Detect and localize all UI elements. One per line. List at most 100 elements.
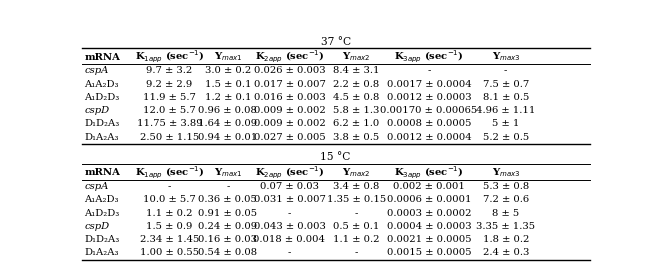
Text: 7.5 ± 0.7: 7.5 ± 0.7	[483, 80, 529, 89]
Text: 3.35 ± 1.35: 3.35 ± 1.35	[476, 222, 535, 231]
Text: 5.3 ± 0.8: 5.3 ± 0.8	[483, 182, 529, 191]
Text: Y$_{max2}$: Y$_{max2}$	[342, 51, 370, 63]
Text: 12.0 ± 5.7: 12.0 ± 5.7	[143, 106, 196, 115]
Text: 8.1 ± 0.5: 8.1 ± 0.5	[483, 93, 529, 102]
Text: 0.00170 ± 0.00065: 0.00170 ± 0.00065	[381, 106, 477, 115]
Text: cspD: cspD	[84, 106, 109, 115]
Text: Y$_{max3}$: Y$_{max3}$	[491, 51, 520, 63]
Text: 0.91 ± 0.05: 0.91 ± 0.05	[198, 209, 257, 218]
Text: -: -	[226, 182, 229, 191]
Text: -: -	[288, 209, 291, 218]
Text: 1.64 ± 0.09: 1.64 ± 0.09	[198, 120, 257, 128]
Text: 0.5 ± 0.1: 0.5 ± 0.1	[333, 222, 379, 231]
Text: 1.8 ± 0.2: 1.8 ± 0.2	[483, 235, 529, 244]
Text: 1.2 ± 0.1: 1.2 ± 0.1	[204, 93, 251, 102]
Text: A₁A₂D₃: A₁A₂D₃	[84, 80, 119, 89]
Text: -: -	[504, 66, 508, 75]
Text: K$_{3app}$ (sec$^{-1}$): K$_{3app}$ (sec$^{-1}$)	[394, 49, 464, 65]
Text: 0.0017 ± 0.0004: 0.0017 ± 0.0004	[386, 80, 472, 89]
Text: 5.2 ± 0.5: 5.2 ± 0.5	[483, 133, 529, 142]
Text: 0.0012 ± 0.0004: 0.0012 ± 0.0004	[386, 133, 472, 142]
Text: D₁A₂A₃: D₁A₂A₃	[84, 249, 119, 257]
Text: cspA: cspA	[84, 182, 109, 191]
Text: 10.0 ± 5.7: 10.0 ± 5.7	[143, 195, 196, 204]
Text: 1.35 ± 0.15: 1.35 ± 0.15	[327, 195, 386, 204]
Text: K$_{1app}$ (sec$^{-1}$): K$_{1app}$ (sec$^{-1}$)	[135, 49, 204, 65]
Text: Y$_{max1}$: Y$_{max1}$	[214, 167, 242, 179]
Text: 2.50 ± 1.15: 2.50 ± 1.15	[140, 133, 199, 142]
Text: K$_{3app}$ (sec$^{-1}$): K$_{3app}$ (sec$^{-1}$)	[394, 165, 464, 181]
Text: mRNA: mRNA	[84, 53, 121, 61]
Text: 0.031 ± 0.007: 0.031 ± 0.007	[253, 195, 326, 204]
Text: 0.043 ± 0.003: 0.043 ± 0.003	[253, 222, 326, 231]
Text: 11.75 ± 3.89: 11.75 ± 3.89	[137, 120, 202, 128]
Text: 0.0003 ± 0.0002: 0.0003 ± 0.0002	[387, 209, 472, 218]
Text: -: -	[354, 209, 358, 218]
Text: A₁A₂D₃: A₁A₂D₃	[84, 195, 119, 204]
Text: 0.009 ± 0.002: 0.009 ± 0.002	[253, 106, 326, 115]
Text: 6.2 ± 1.0: 6.2 ± 1.0	[333, 120, 379, 128]
Text: -: -	[428, 66, 431, 75]
Text: 0.0004 ± 0.0003: 0.0004 ± 0.0003	[387, 222, 472, 231]
Text: -: -	[354, 249, 358, 257]
Text: D₁D₂A₃: D₁D₂A₃	[84, 120, 120, 128]
Text: 0.0015 ± 0.0005: 0.0015 ± 0.0005	[387, 249, 472, 257]
Text: 0.0008 ± 0.0005: 0.0008 ± 0.0005	[387, 120, 472, 128]
Text: 1.5 ± 0.1: 1.5 ± 0.1	[204, 80, 251, 89]
Text: 0.54 ± 0.08: 0.54 ± 0.08	[198, 249, 257, 257]
Text: 0.002 ± 0.001: 0.002 ± 0.001	[393, 182, 465, 191]
Text: 11.9 ± 5.7: 11.9 ± 5.7	[143, 93, 196, 102]
Text: 0.36 ± 0.05: 0.36 ± 0.05	[198, 195, 257, 204]
Text: 4.96 ± 1.11: 4.96 ± 1.11	[476, 106, 535, 115]
Text: 0.009 ± 0.002: 0.009 ± 0.002	[253, 120, 326, 128]
Text: 1.1 ± 0.2: 1.1 ± 0.2	[146, 209, 193, 218]
Text: 5.8 ± 1.3: 5.8 ± 1.3	[333, 106, 379, 115]
Text: 2.34 ± 1.45: 2.34 ± 1.45	[140, 235, 199, 244]
Text: 0.07 ± 0.03: 0.07 ± 0.03	[260, 182, 319, 191]
Text: 0.0006 ± 0.0001: 0.0006 ± 0.0001	[387, 195, 472, 204]
Text: D₁A₂A₃: D₁A₂A₃	[84, 133, 119, 142]
Text: 0.24 ± 0.09: 0.24 ± 0.09	[198, 222, 257, 231]
Text: 37 °C: 37 °C	[321, 37, 350, 47]
Text: cspD: cspD	[84, 222, 109, 231]
Text: A₁D₂D₃: A₁D₂D₃	[84, 93, 120, 102]
Text: K$_{2app}$ (sec$^{-1}$): K$_{2app}$ (sec$^{-1}$)	[255, 49, 324, 65]
Text: 0.0021 ± 0.0005: 0.0021 ± 0.0005	[387, 235, 472, 244]
Text: 8 ± 5: 8 ± 5	[492, 209, 519, 218]
Text: -: -	[168, 182, 171, 191]
Text: 0.018 ± 0.004: 0.018 ± 0.004	[253, 235, 326, 244]
Text: K$_{1app}$ (sec$^{-1}$): K$_{1app}$ (sec$^{-1}$)	[135, 165, 204, 181]
Text: 3.0 ± 0.2: 3.0 ± 0.2	[205, 66, 251, 75]
Text: 1.1 ± 0.2: 1.1 ± 0.2	[333, 235, 379, 244]
Text: Y$_{max1}$: Y$_{max1}$	[214, 51, 242, 63]
Text: 3.8 ± 0.5: 3.8 ± 0.5	[333, 133, 379, 142]
Text: 0.96 ± 0.08: 0.96 ± 0.08	[198, 106, 257, 115]
Text: 1.00 ± 0.55: 1.00 ± 0.55	[140, 249, 199, 257]
Text: 2.2 ± 0.8: 2.2 ± 0.8	[333, 80, 379, 89]
Text: 8.4 ± 3.1: 8.4 ± 3.1	[333, 66, 379, 75]
Text: 2.4 ± 0.3: 2.4 ± 0.3	[483, 249, 529, 257]
Text: 0.017 ± 0.007: 0.017 ± 0.007	[253, 80, 326, 89]
Text: 0.94 ± 0.01: 0.94 ± 0.01	[198, 133, 257, 142]
Text: 1.5 ± 0.9: 1.5 ± 0.9	[146, 222, 193, 231]
Text: 15 °C: 15 °C	[320, 152, 351, 162]
Text: 0.0012 ± 0.0003: 0.0012 ± 0.0003	[387, 93, 472, 102]
Text: 0.016 ± 0.003: 0.016 ± 0.003	[253, 93, 326, 102]
Text: cspA: cspA	[84, 66, 109, 75]
Text: Y$_{max3}$: Y$_{max3}$	[491, 167, 520, 179]
Text: K$_{2app}$ (sec$^{-1}$): K$_{2app}$ (sec$^{-1}$)	[255, 165, 324, 181]
Text: D₁D₂A₃: D₁D₂A₃	[84, 235, 120, 244]
Text: mRNA: mRNA	[84, 168, 121, 177]
Text: 0.026 ± 0.003: 0.026 ± 0.003	[253, 66, 326, 75]
Text: Y$_{max2}$: Y$_{max2}$	[342, 167, 370, 179]
Text: 9.2 ± 2.9: 9.2 ± 2.9	[146, 80, 193, 89]
Text: -: -	[288, 249, 291, 257]
Text: 5 ± 1: 5 ± 1	[492, 120, 519, 128]
Text: 0.16 ± 0.03: 0.16 ± 0.03	[198, 235, 257, 244]
Text: 3.4 ± 0.8: 3.4 ± 0.8	[333, 182, 379, 191]
Text: 4.5 ± 0.8: 4.5 ± 0.8	[333, 93, 379, 102]
Text: 9.7 ± 3.2: 9.7 ± 3.2	[146, 66, 193, 75]
Text: A₁D₂D₃: A₁D₂D₃	[84, 209, 120, 218]
Text: 7.2 ± 0.6: 7.2 ± 0.6	[483, 195, 529, 204]
Text: 0.027 ± 0.005: 0.027 ± 0.005	[253, 133, 326, 142]
